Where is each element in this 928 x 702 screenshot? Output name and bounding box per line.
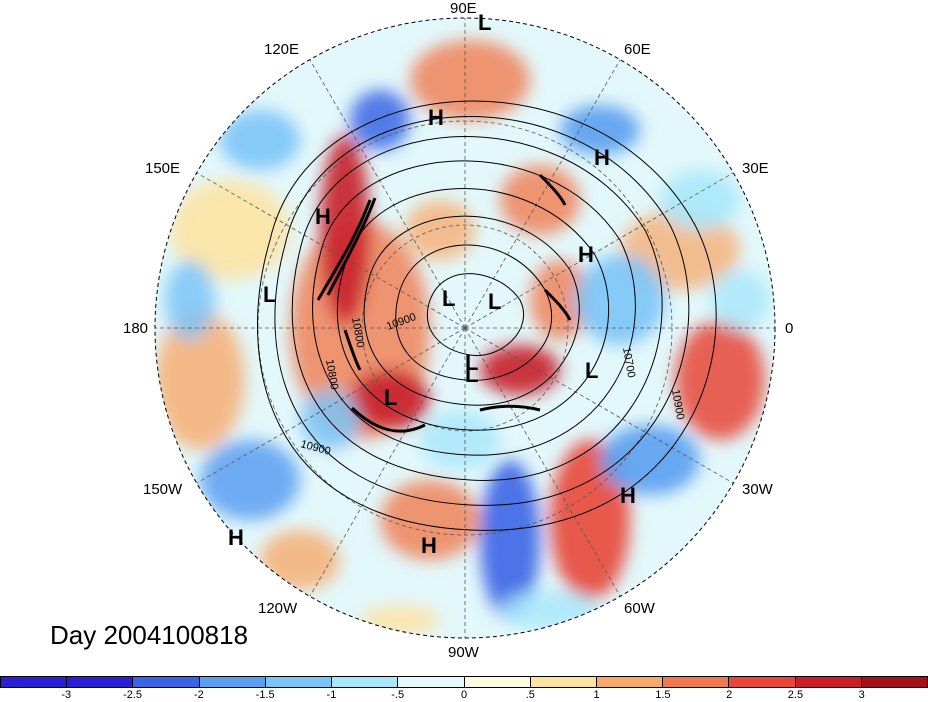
colorbar-segment <box>663 677 730 687</box>
colorbar-tick-label: 3 <box>858 689 865 701</box>
colorbar-segment <box>398 677 465 687</box>
pressure-system-label: H <box>228 525 244 550</box>
pressure-system-label: L <box>384 385 397 410</box>
lon-label-60e: 60E <box>624 41 651 58</box>
colorbar-segment <box>464 677 531 687</box>
colorbar-tick-label: 0 <box>460 689 468 701</box>
colorbar-tick-label: -3 <box>61 689 72 701</box>
pressure-system-label: H <box>620 483 636 508</box>
colorbar-tick-label: 2 <box>726 689 733 701</box>
pressure-system-label: H <box>594 145 610 170</box>
contour-value-label: 10800 <box>349 316 366 348</box>
colorbar-segment <box>596 677 664 687</box>
colorbar-tick-label: .5 <box>525 689 535 701</box>
colorbar-segment <box>265 677 333 687</box>
colorbar-segment <box>861 677 928 687</box>
lon-label-90w: 90W <box>448 644 479 661</box>
colorbar-segment <box>133 677 200 687</box>
pressure-system-label: L <box>465 362 478 387</box>
colorbar-tick-label: -2.5 <box>123 689 143 701</box>
lon-label-120w: 120W <box>258 600 298 617</box>
date-label: Day 2004100818 <box>50 620 249 650</box>
lon-label-30e: 30E <box>742 160 769 177</box>
lon-label-90e: 90E <box>450 0 477 17</box>
pressure-system-label: H <box>428 105 444 130</box>
colorbar-tick-label: -1.5 <box>255 689 275 701</box>
pressure-systems: L H H H L H L L L L L L L H H H <box>228 10 636 558</box>
pressure-system-label: L <box>442 286 455 311</box>
colorbar-segment <box>729 677 796 687</box>
colorbar-segment <box>795 677 862 687</box>
lon-label-150w: 150W <box>143 481 183 498</box>
pressure-system-label: L <box>585 358 598 383</box>
colorbar <box>0 676 928 688</box>
pressure-system-label: L <box>478 10 491 35</box>
pressure-system-label: H <box>421 533 437 558</box>
lon-label-120e: 120E <box>264 41 300 58</box>
colorbar-tick-label: 1 <box>593 689 600 701</box>
contour-value-label: 10900 <box>669 388 686 420</box>
colorbar-tick-label: -1 <box>326 689 337 701</box>
colorbar-tick-label: 1.5 <box>655 689 671 701</box>
pressure-system-label: L <box>263 282 276 307</box>
colorbar-segment <box>199 677 266 687</box>
anomaly-field <box>155 18 775 638</box>
contour-value-label: 10700 <box>620 346 637 378</box>
lon-label-180: 180 <box>123 320 149 337</box>
lon-label-60w: 60W <box>624 600 655 617</box>
pressure-system-label: L <box>488 289 501 314</box>
pressure-system-label: H <box>578 242 594 267</box>
contour-value-label: 10800 <box>323 358 340 390</box>
height-contours <box>257 100 717 531</box>
lon-label-0: 0 <box>785 320 794 337</box>
pressure-system-label: L <box>465 350 478 375</box>
lon-label-30w: 30W <box>742 481 773 498</box>
colorbar-segment <box>1 677 68 687</box>
pressure-system-label: H <box>315 204 331 229</box>
colorbar-segment <box>530 677 597 687</box>
colorbar-tick-label: 2.5 <box>787 689 804 701</box>
colorbar-segment <box>67 677 134 687</box>
colorbar-segment <box>332 677 399 687</box>
colorbar-tick-label: -2 <box>193 689 204 701</box>
colorbar-tick-label: -.5 <box>391 689 405 701</box>
lon-label-150e: 150E <box>145 160 181 177</box>
